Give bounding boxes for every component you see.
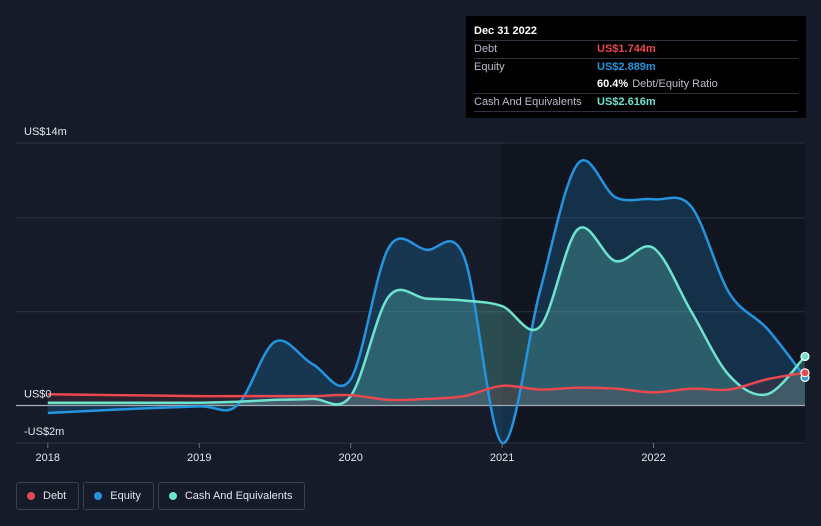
tooltip-row-debt: Debt US$1.744m [474,40,798,58]
area-equity [47,160,805,444]
legend-item-debt[interactable]: Debt [16,482,80,510]
tooltip-debt-value: US$1.744m [597,43,656,55]
tooltip: Dec 31 2022 Debt US$1.744m Equity US$2.8… [466,16,806,118]
legend: Debt Equity Cash And Equivalents [16,482,306,510]
y-axis: US$14m US$0 -US$2m [24,126,67,438]
tooltip-ratio-label: Debt/Equity Ratio [632,78,718,90]
x-axis: 2018 2019 2020 2021 2022 [36,443,666,464]
tooltip-ratio-value: 60.4% [597,78,629,90]
line-debt [47,371,806,402]
x-tick-label: 2020 [338,452,362,464]
x-tick-label: 2019 [187,452,211,464]
legend-dot-cash [168,492,177,500]
tooltip-equity-label: Equity [474,61,505,73]
area-cash-and-equivalents [47,227,805,406]
y-tick-label: US$14m [24,126,67,138]
x-tick-label: 2021 [490,452,514,464]
tooltip-row-cash: Cash And Equivalents US$2.616m [474,93,798,112]
tooltip-row-ratio: 60.4% Debt/Equity Ratio [474,76,798,93]
legend-label-cash: Cash And Equivalents [184,490,293,502]
tooltip-cash-label: Cash And Equivalents [474,96,582,108]
series-lines [47,159,806,445]
end-point-cash-and-equivalents [800,351,810,362]
tooltip-cash-value: US$2.616m [597,96,656,108]
legend-label-debt: Debt [43,490,67,502]
y-tick-label: -US$2m [24,426,64,438]
y-tick-label: US$0 [24,389,52,401]
tooltip-debt-label: Debt [474,43,498,55]
tooltip-row-equity: Equity US$2.889m [474,58,798,76]
end-point-debt [800,368,810,378]
x-tick-label: 2022 [641,452,665,464]
series-end-points [800,351,810,382]
legend-dot-debt [27,492,35,500]
legend-item-equity[interactable]: Equity [83,482,154,510]
legend-dot-equity [94,492,103,500]
line-cash-and-equivalents [47,226,806,406]
legend-item-cash[interactable]: Cash And Equivalents [157,482,306,510]
x-tick-label: 2018 [36,452,60,464]
tooltip-date: Dec 31 2022 [474,25,537,37]
tooltip-equity-value: US$2.889m [597,61,656,73]
legend-label-equity: Equity [110,490,141,502]
